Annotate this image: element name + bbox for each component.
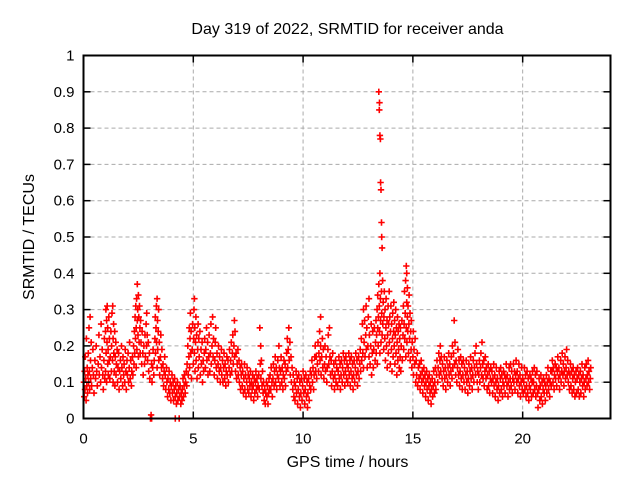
x-tick-label: 5 (189, 431, 197, 448)
y-tick-label: 0.2 (54, 338, 75, 355)
y-tick-label: 0.6 (54, 193, 75, 210)
scatter-points (80, 88, 594, 422)
y-tick-label: 0.4 (54, 265, 75, 282)
x-tick-label: 20 (514, 431, 531, 448)
y-tick-label: 0.1 (54, 374, 75, 391)
y-tick-label: 0.3 (54, 302, 75, 319)
y-tick-label: 1 (66, 48, 74, 65)
chart-title: Day 319 of 2022, SRMTID for receiver and… (191, 21, 504, 38)
y-tick-label: 0 (66, 411, 74, 428)
x-tick-label: 0 (79, 431, 87, 448)
y-tick-label: 0.7 (54, 156, 75, 173)
x-tick-label: 10 (295, 431, 312, 448)
plot-border (82, 54, 612, 420)
y-axis-label: SRMTID / TECUs (21, 174, 38, 300)
y-tick-label: 0.5 (54, 229, 75, 246)
y-tick-label: 0.8 (54, 120, 75, 137)
x-tick-label: 15 (405, 431, 422, 448)
x-axis-label: GPS time / hours (286, 454, 409, 471)
y-tick-label: 0.9 (54, 84, 75, 101)
